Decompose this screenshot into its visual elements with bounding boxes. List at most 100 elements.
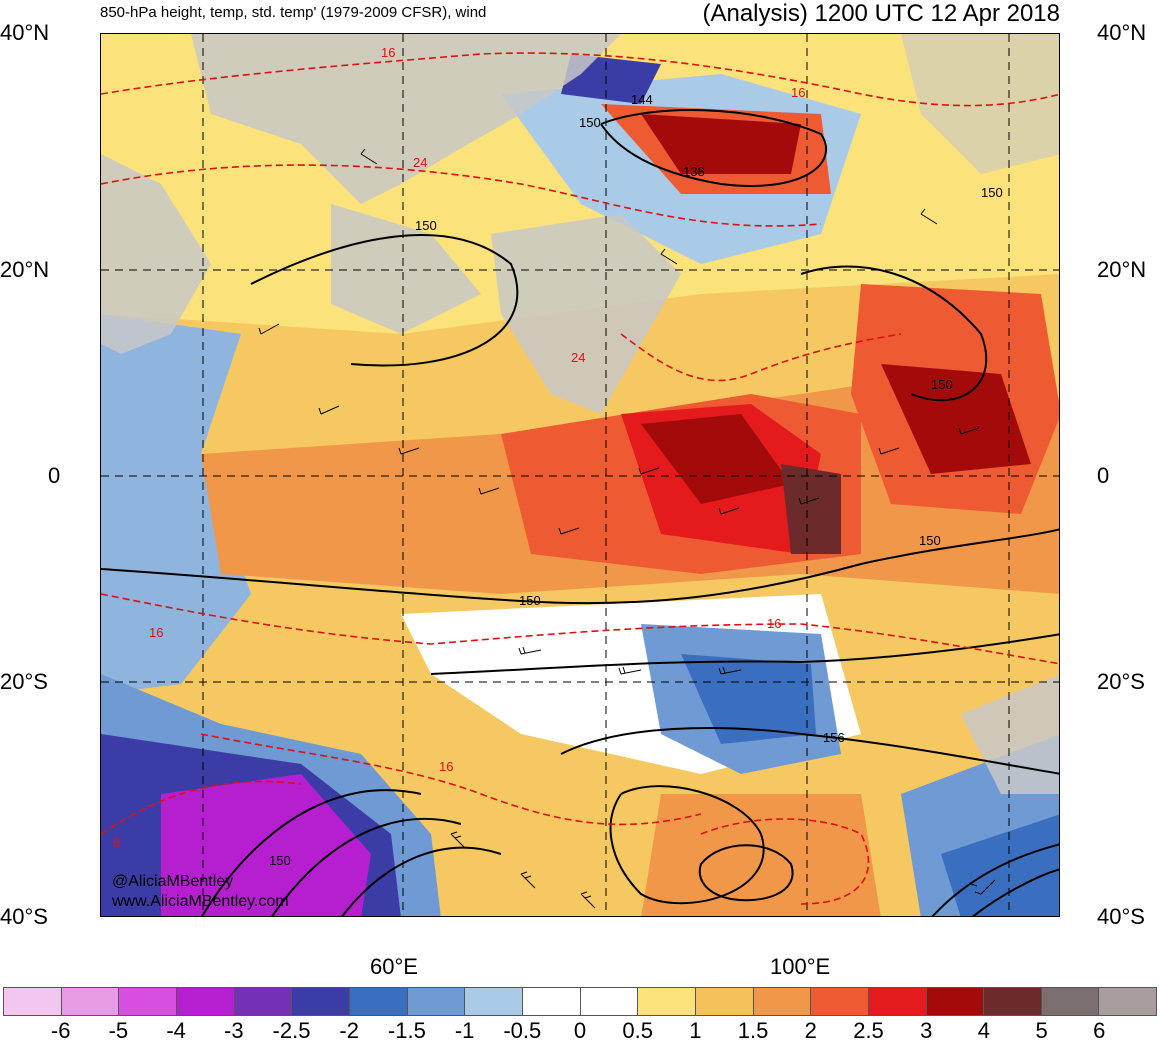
- height-contour-150-south: [101, 528, 1059, 605]
- temp-contour-24-india: [620, 333, 902, 382]
- colorbar-swatch: [638, 988, 696, 1015]
- lon-label-100e: 100°E: [770, 954, 831, 979]
- anomaly-hot-southeast-asia: [881, 364, 1031, 474]
- contour-label-height: 150: [519, 593, 541, 608]
- wind-barb: [638, 467, 660, 475]
- lat-label-40s-right: 40°S: [1097, 904, 1145, 929]
- colorbar-swatch: [926, 988, 985, 1015]
- lat-label-20n-right: 20°N: [1097, 257, 1147, 282]
- colorbar-tick-label: -1.5: [387, 1018, 426, 1043]
- lat-label-40s-left: 40°S: [0, 904, 48, 929]
- wind-barbs: [258, 148, 996, 909]
- colorbar-tick-label: 6: [1093, 1018, 1106, 1043]
- anomaly-cool-core-south: [681, 654, 816, 744]
- colorbar-tick-label: -1: [454, 1018, 475, 1043]
- temp-contour-24-north: [101, 164, 822, 227]
- wind-barb: [450, 831, 466, 849]
- height-contour-trough-1: [201, 789, 422, 916]
- wind-barb: [478, 487, 500, 495]
- colorbar-tick-label: -3: [224, 1018, 244, 1043]
- height-contour-trough-2: [271, 817, 462, 916]
- colorbar-swatch: [984, 988, 1042, 1015]
- land-middle-east: [101, 34, 621, 204]
- height-contour-156: [560, 727, 1059, 775]
- wind-barb: [920, 208, 938, 225]
- wind-barb: [258, 323, 280, 335]
- graticule: [101, 34, 1059, 916]
- lat-label-eq-left: 0: [48, 463, 61, 488]
- wind-barb: [360, 148, 378, 165]
- height-contour-high-core: [698, 844, 794, 902]
- height-contour-se-1: [931, 843, 1059, 916]
- wind-barb: [718, 666, 742, 675]
- lat-label-20s-right: 20°S: [1097, 669, 1145, 694]
- colorbar-tick-label: 5: [1035, 1018, 1048, 1043]
- wind-barb: [660, 248, 678, 265]
- colorbar-tick-label: 0.5: [622, 1018, 653, 1043]
- colorbar-tick-label: -0.5: [503, 1018, 542, 1043]
- colorbar-swatch: [407, 988, 466, 1015]
- colorbar-tick-label: 0: [573, 1018, 587, 1043]
- wind-barb: [958, 427, 980, 435]
- anomaly-warm-south-central: [641, 794, 881, 916]
- wind-barb: [618, 666, 642, 675]
- colorbar-tick-label: 4: [977, 1018, 991, 1043]
- contour-label-height: 156: [823, 730, 845, 745]
- colorbar-swatch: [868, 988, 927, 1015]
- temp-contour-8: [101, 780, 302, 835]
- colorbar-tick-label: 2: [804, 1018, 817, 1043]
- credit-website: www.AliciaMBentley.com: [112, 893, 289, 910]
- lat-label-40n-right: 40°N: [1097, 20, 1147, 45]
- contour-label-height: 150: [919, 533, 941, 548]
- contour-label-temp: 16: [381, 45, 395, 60]
- land-horn-of-africa: [101, 154, 211, 354]
- wind-barb: [878, 447, 900, 455]
- colorbar-swatch: [1099, 988, 1157, 1015]
- wind-barb: [398, 447, 420, 455]
- wind-barb: [318, 405, 340, 415]
- colorbar-swatch: [1041, 988, 1100, 1015]
- anomaly-hottest-core: [641, 414, 791, 504]
- wind-barb: [970, 879, 996, 895]
- temp-contour-16-sw: [200, 733, 702, 826]
- colorbar-tick-label: 2.5: [853, 1018, 884, 1043]
- lat-label-40n-left: 40°N: [0, 20, 50, 45]
- height-contour-150-arabian-sea: [250, 234, 519, 367]
- colorbar-swatch: [119, 988, 177, 1015]
- colorbar-swatch: [753, 988, 812, 1015]
- colorbar-tick-label: 1: [689, 1018, 702, 1043]
- colorbar-tick-label: -6: [50, 1018, 71, 1043]
- contour-label-temp: 24: [413, 155, 427, 170]
- anomaly-extreme-sumatra: [781, 464, 841, 554]
- height-contour-se-2: [971, 868, 1059, 916]
- colorbar-swatch: [695, 988, 754, 1015]
- contour-label-height: 144: [631, 92, 653, 107]
- height-contour-trough-3: [341, 846, 502, 916]
- wind-barb: [520, 871, 536, 889]
- contour-label-height: 150: [415, 218, 437, 233]
- wind-barb: [558, 527, 580, 535]
- map-subtitle: 850-hPa height, temp, std. temp' (1979-2…: [100, 4, 487, 21]
- contour-label-height: 138: [683, 164, 705, 179]
- colorbar-tick-label: 3: [920, 1018, 933, 1043]
- colorbar-swatch: [61, 988, 120, 1015]
- colorbar-tick-label: 1.5: [737, 1018, 769, 1043]
- contour-label-temp: 16: [149, 625, 163, 640]
- height-contour-se-asia: [800, 265, 988, 402]
- lat-label-20n-left: 20°N: [0, 257, 50, 282]
- land-china: [901, 34, 1059, 174]
- lat-label-eq-right: 0: [1097, 463, 1110, 488]
- contour-label-height: 150: [579, 115, 601, 130]
- wind-barb: [718, 507, 740, 515]
- contour-label-temp: 16: [791, 85, 805, 100]
- height-contour-high-south: [609, 785, 765, 905]
- colorbar-tick-label: -4: [166, 1018, 186, 1043]
- colorbar-swatch: [234, 988, 293, 1015]
- lon-label-60e: 60°E: [370, 954, 418, 979]
- contour-label-temp: 16: [767, 616, 781, 631]
- lat-label-20s-left: 20°S: [0, 669, 48, 694]
- map-canvas: 144 150 138 150 150 150 150 150 156 150 …: [101, 34, 1059, 916]
- colorbar: [3, 987, 1157, 1016]
- colorbar-tick-label: -2: [339, 1018, 359, 1043]
- height-contours: [101, 109, 1059, 916]
